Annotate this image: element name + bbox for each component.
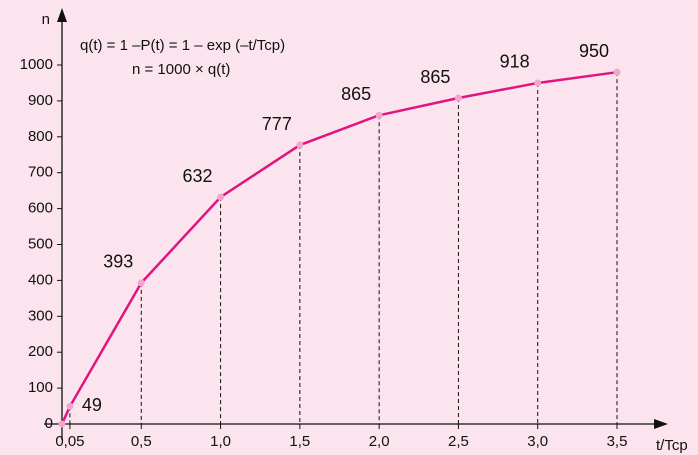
point-annotation: 950 — [579, 41, 609, 61]
point — [66, 402, 74, 410]
point — [137, 279, 145, 287]
x-tick-label: 2,0 — [369, 433, 390, 450]
x-tick-label: 0,5 — [131, 433, 152, 450]
point — [375, 111, 383, 119]
formula: n = 1000 × q(t) — [132, 61, 230, 78]
point — [217, 193, 225, 201]
y-tick-label: 300 — [28, 307, 53, 324]
x-tick-label: 1,5 — [289, 433, 310, 450]
point-annotation: 632 — [183, 166, 213, 186]
x-tick-label: 1,0 — [210, 433, 231, 450]
y-tick-label: 0 — [45, 415, 53, 432]
formula: q(t) = 1 –P(t) = 1 – exp (–t/Tcp) — [80, 37, 285, 54]
point-annotation: 865 — [341, 84, 371, 104]
y-tick-label: 1000 — [20, 56, 53, 73]
y-tick-label: 200 — [28, 343, 53, 360]
y-tick-label: 700 — [28, 164, 53, 181]
x-arrow — [654, 419, 668, 429]
point — [534, 79, 542, 87]
point — [613, 68, 621, 76]
y-tick-label: 100 — [28, 379, 53, 396]
y-tick-label: 500 — [28, 235, 53, 252]
x-tick-label: 0,05 — [55, 433, 84, 450]
y-tick-label: 800 — [28, 128, 53, 145]
x-tick-label: 2,5 — [448, 433, 469, 450]
x-tick-label: 3,0 — [527, 433, 548, 450]
y-tick-label: 900 — [28, 92, 53, 109]
y-tick-label: 600 — [28, 200, 53, 217]
y-tick-label: 400 — [28, 271, 53, 288]
point-annotation: 49 — [82, 395, 102, 415]
y-arrow — [57, 8, 67, 22]
point-annotation: 393 — [103, 252, 133, 272]
point-annotation: 918 — [500, 52, 530, 72]
point-annotation: 777 — [262, 114, 292, 134]
y-axis-title: n — [42, 11, 50, 28]
point — [296, 141, 304, 149]
point-annotation: 865 — [420, 67, 450, 87]
x-tick-label: 3,5 — [607, 433, 628, 450]
point — [454, 94, 462, 102]
x-axis-title: t/Tcp — [656, 437, 688, 454]
point — [58, 420, 66, 428]
